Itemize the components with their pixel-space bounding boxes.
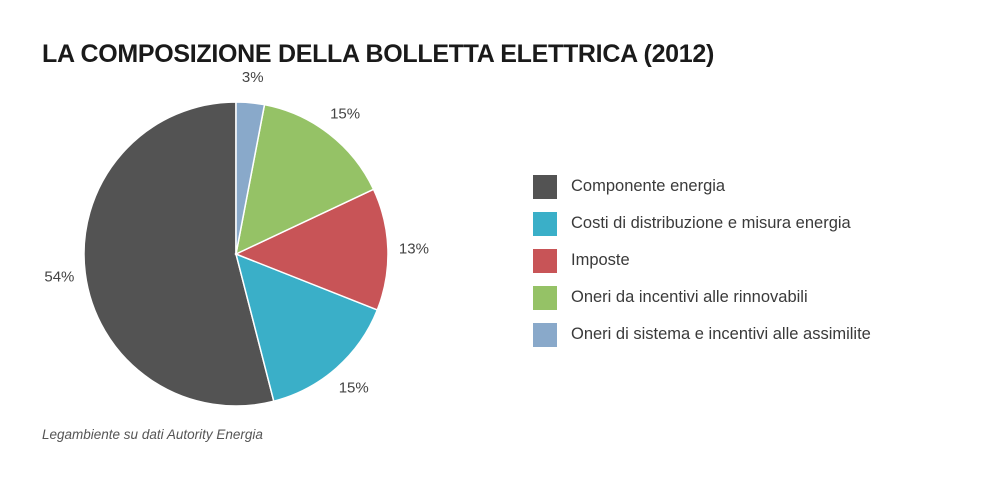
- legend-swatch: [533, 211, 557, 236]
- pie-labels: 54% 15% 13% 15% 3%: [44, 69, 429, 397]
- legend-swatch: [533, 322, 557, 347]
- legend-label: Costi di distribuzione e misura energia: [571, 214, 851, 232]
- pie-slice-5: [235, 101, 266, 255]
- legend-item-2: Costi di distribuzione e misura energia: [533, 205, 871, 242]
- pie-chart: 54% 15% 13% 15% 3%: [44, 69, 429, 407]
- legend-label: Oneri da incentivi alle rinnovabili: [571, 288, 808, 306]
- legend-item-3: Imposte: [533, 242, 871, 279]
- legend-label: Componente energia: [571, 177, 726, 195]
- pie-slice-1: [83, 101, 275, 407]
- slice-label-3: 13%: [399, 240, 429, 257]
- source-note: Legambiente su dati Autority Energia: [42, 427, 263, 442]
- legend-item-4: Oneri da incentivi alle rinnovabili: [533, 279, 871, 316]
- pie-slice-2: [234, 252, 379, 403]
- chart-title: LA COMPOSIZIONE DELLA BOLLETTA ELETTRICA…: [42, 40, 715, 68]
- slice-label-5: 3%: [242, 69, 264, 86]
- slice-label-1: 54%: [44, 268, 74, 285]
- slice-label-4: 15%: [330, 105, 360, 122]
- legend-swatch: [533, 174, 557, 199]
- legend-swatch: [533, 248, 557, 273]
- legend-swatch: [533, 285, 557, 310]
- slice-label-2: 15%: [339, 380, 369, 397]
- pie-slice-3: [234, 188, 389, 311]
- legend-item-1: Componente energia: [533, 168, 871, 205]
- pie-slice-4: [234, 103, 375, 256]
- legend: Componente energia Costi di distribuzione…: [533, 168, 871, 353]
- legend-item-5: Oneri di sistema e incentivi alle assimi…: [533, 316, 871, 353]
- legend-label: Oneri di sistema e incentivi alle assimi…: [571, 325, 871, 343]
- pie-slices: [83, 101, 389, 407]
- legend-label: Imposte: [571, 251, 630, 269]
